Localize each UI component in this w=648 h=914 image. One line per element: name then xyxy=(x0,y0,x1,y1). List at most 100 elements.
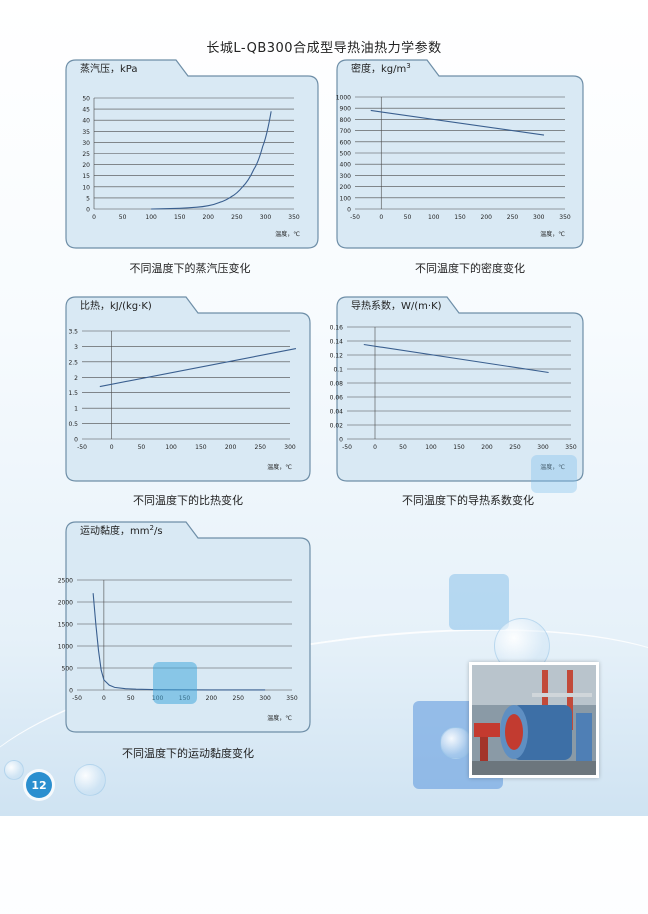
y-tick-label: 45 xyxy=(82,107,90,114)
boiler-illustration xyxy=(472,665,596,775)
chart-svg: 蒸汽压，kPa 0 5 10 15 20 25 30 35 40 45 50 0 50 100 150 200 2… xyxy=(65,59,319,249)
y-tick-label: 10 xyxy=(82,184,90,191)
x-tick-label: 200 xyxy=(206,695,218,702)
y-tick-label: 2500 xyxy=(58,578,73,585)
chart-svg: 导热系数，W/(m·K) 0 0.02 0.04 0.06 0.08 0.1 0.12 0.14… xyxy=(330,296,584,482)
vapor-pressure-caption: 不同温度下的蒸汽压变化 xyxy=(129,262,251,275)
decorative-bubble xyxy=(440,727,472,759)
thermal-conductivity-panel: 导热系数，W/(m·K) 0 0.02 0.04 0.06 0.08 0.1 0.12 0.14… xyxy=(330,296,584,482)
page-number: 12 xyxy=(26,772,52,798)
x-tick-label: 100 xyxy=(145,214,157,221)
y-tick-label: 0.16 xyxy=(330,325,344,332)
x-tick-label: 0 xyxy=(379,214,383,221)
y-tick-label: 0.08 xyxy=(330,381,344,388)
x-tick-label: 300 xyxy=(259,695,271,702)
y-tick-label: 1.5 xyxy=(68,390,78,397)
x-tick-label: 300 xyxy=(284,444,296,451)
decorative-square xyxy=(531,455,577,493)
decorative-square xyxy=(449,574,509,630)
y-tick-label: 0 xyxy=(339,437,343,444)
y-tick-label: 0.14 xyxy=(330,339,344,346)
x-tick-label: 250 xyxy=(233,695,245,702)
y-tick-label: 0 xyxy=(69,688,73,695)
y-tick-label: 1 xyxy=(74,406,78,413)
y-tick-label: 100 xyxy=(340,195,352,202)
series-line xyxy=(99,348,297,388)
decorative-square xyxy=(153,662,197,704)
x-tick-label: 50 xyxy=(119,214,127,221)
y-tick-label: 0.12 xyxy=(330,353,344,360)
x-tick-label: 100 xyxy=(425,444,437,451)
y-tick-label: 300 xyxy=(340,173,352,180)
chart-svg: 密度，kg/m301002003004005006007008009001000… xyxy=(336,59,584,249)
x-tick-label: 350 xyxy=(565,444,577,451)
x-tick-label: -50 xyxy=(350,214,360,221)
y-tick-label: 200 xyxy=(340,184,352,191)
x-tick-label: 0 xyxy=(110,444,114,451)
decorative-bubble xyxy=(74,764,106,796)
x-tick-label: 0 xyxy=(92,214,96,221)
y-tick-label: 1000 xyxy=(336,95,351,102)
chart-tab-label: 比热，kJ/(kg·K) xyxy=(80,299,152,312)
y-tick-label: 2000 xyxy=(58,600,73,607)
y-tick-label: 30 xyxy=(82,140,90,147)
chart-tab-label: 蒸汽压，kPa xyxy=(80,62,138,75)
x-tick-label: 50 xyxy=(399,444,407,451)
x-tick-label: 100 xyxy=(165,444,177,451)
x-tick-label: -50 xyxy=(77,444,87,451)
y-tick-label: 20 xyxy=(82,162,90,169)
y-tick-label: 40 xyxy=(82,118,90,125)
y-tick-label: 0 xyxy=(86,207,90,214)
y-tick-label: 3 xyxy=(74,344,78,351)
vapor-pressure-panel: 蒸汽压，kPa 0 5 10 15 20 25 30 35 40 45 50 0 50 100 150 200 2… xyxy=(65,59,319,249)
boiler-photo xyxy=(469,662,599,778)
x-tick-label: 300 xyxy=(537,444,549,451)
y-tick-label: 35 xyxy=(82,129,90,136)
chart-panel-background xyxy=(65,59,319,249)
y-tick-label: 500 xyxy=(62,666,74,673)
chart-tab-superscript: 2 xyxy=(149,524,153,532)
x-tick-label: 300 xyxy=(260,214,272,221)
chart-tab-label: 运动黏度，mm2/s xyxy=(80,524,163,537)
series-line xyxy=(151,111,272,210)
chart-svg: 比热，kJ/(kg·K)00.511.522.533.5-50 0 50 100 150… xyxy=(65,296,311,482)
y-tick-label: 400 xyxy=(340,162,352,169)
specific-heat-panel: 比热，kJ/(kg·K) 0 0.5 1 1.5 2 2.5 3 3.5 -50 0 50 100 150… xyxy=(65,296,311,482)
x-tick-label: 150 xyxy=(195,444,207,451)
x-axis-unit-label: 温度，℃ xyxy=(540,230,565,238)
y-tick-label: 800 xyxy=(340,117,352,124)
y-tick-label: 0.02 xyxy=(330,423,344,430)
thermal-conductivity-caption: 不同温度下的导热系数变化 xyxy=(402,494,534,507)
x-tick-label: 200 xyxy=(203,214,215,221)
x-tick-label: 0 xyxy=(102,695,106,702)
chart-tab-superscript: 3 xyxy=(406,62,410,70)
y-tick-label: 1000 xyxy=(58,644,73,651)
y-tick-label: 2.5 xyxy=(68,359,78,366)
y-tick-label: 700 xyxy=(340,128,352,135)
y-tick-label: 50 xyxy=(82,96,90,103)
x-axis-unit-label: 温度，℃ xyxy=(267,463,292,471)
x-tick-label: -50 xyxy=(72,695,82,702)
chart-panel-background xyxy=(65,521,311,733)
y-tick-label: 900 xyxy=(340,106,352,113)
density-caption: 不同温度下的密度变化 xyxy=(415,262,525,275)
y-tick-label: 2 xyxy=(74,375,78,382)
x-tick-label: -50 xyxy=(342,444,352,451)
chart-tab-suffix: /s xyxy=(154,526,163,537)
y-tick-label: 0.04 xyxy=(330,409,344,416)
x-tick-label: 0 xyxy=(373,444,377,451)
series-line xyxy=(363,343,549,374)
x-tick-label: 200 xyxy=(225,444,237,451)
x-tick-label: 250 xyxy=(509,444,521,451)
y-tick-label: 25 xyxy=(82,151,90,158)
x-tick-label: 250 xyxy=(507,214,519,221)
x-axis-unit-label: 温度，℃ xyxy=(267,714,292,722)
series-line xyxy=(370,109,545,136)
x-tick-label: 50 xyxy=(404,214,412,221)
y-tick-label: 15 xyxy=(82,173,90,180)
y-tick-label: 500 xyxy=(340,151,352,158)
x-tick-label: 250 xyxy=(231,214,243,221)
x-tick-label: 150 xyxy=(174,214,186,221)
specific-heat-caption: 不同温度下的比热变化 xyxy=(133,494,243,507)
y-tick-label: 0.06 xyxy=(330,395,344,402)
